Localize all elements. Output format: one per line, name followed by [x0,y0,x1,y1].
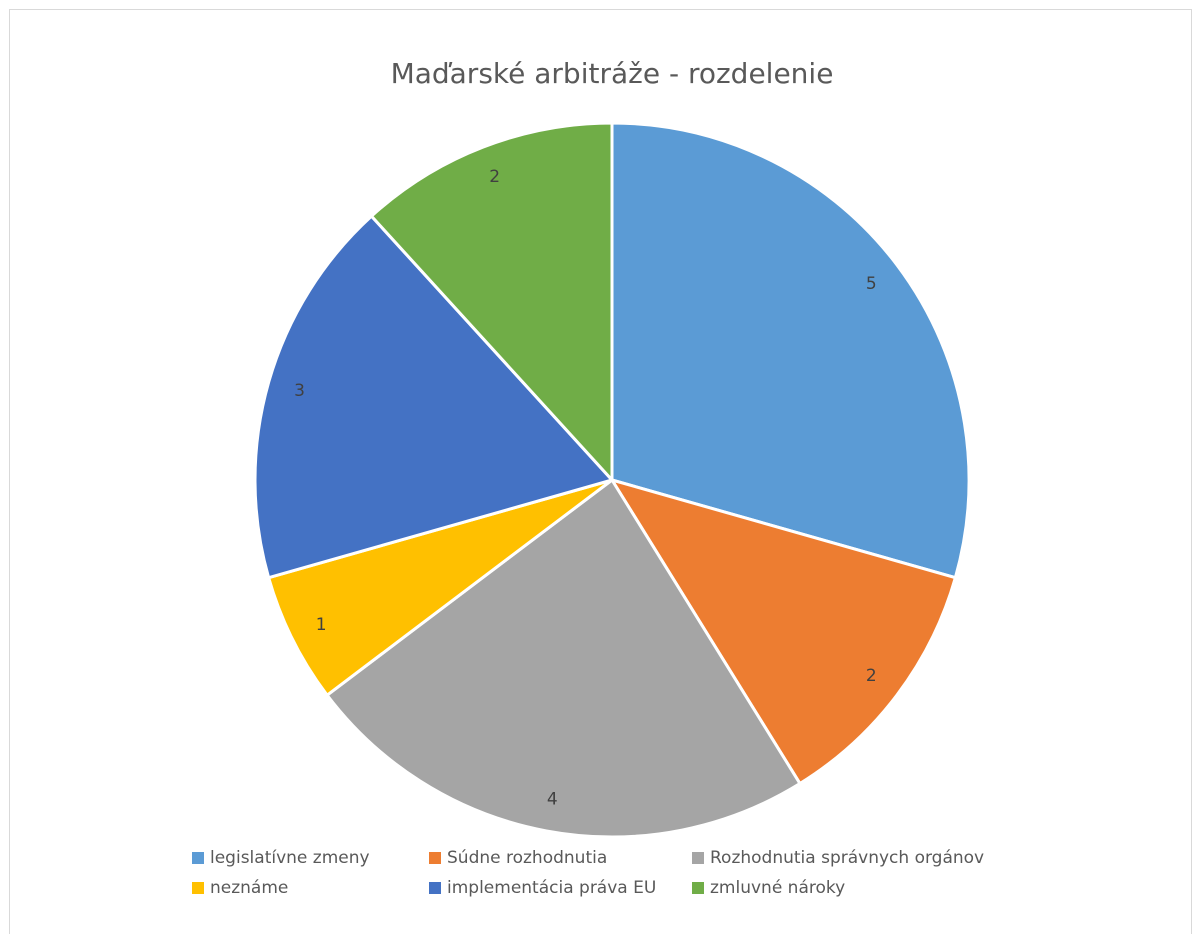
data-label: 1 [316,615,327,635]
legend-swatch [692,852,704,864]
pie-slice [608,477,958,786]
data-label: 3 [294,381,305,401]
legend-swatch [192,882,204,894]
pie-slice [253,214,615,580]
chart-title: Maďarské arbitráže - rozdelenie [391,57,834,90]
legend-label: legislatívne zmeny [210,848,370,868]
data-label: 2 [489,167,500,187]
data-label: 2 [866,666,877,686]
pie-slice [325,477,803,839]
legend-label: implementácia práva EU [447,878,656,898]
legend-label: Súdne rozhodnutia [447,848,607,868]
data-label: 4 [547,789,558,809]
pie-slice [610,121,971,580]
legend-swatch [192,852,204,864]
legend-swatch [692,882,704,894]
legend-label: zmluvné nároky [710,878,845,898]
legend-swatch [429,882,441,894]
pie-slice [369,121,614,484]
pie-slice [266,478,613,698]
legend-label: Rozhodnutia správnych orgánov [710,848,984,868]
legend-swatch [429,852,441,864]
legend-label: neznáme [210,878,288,898]
data-label: 5 [866,274,877,294]
